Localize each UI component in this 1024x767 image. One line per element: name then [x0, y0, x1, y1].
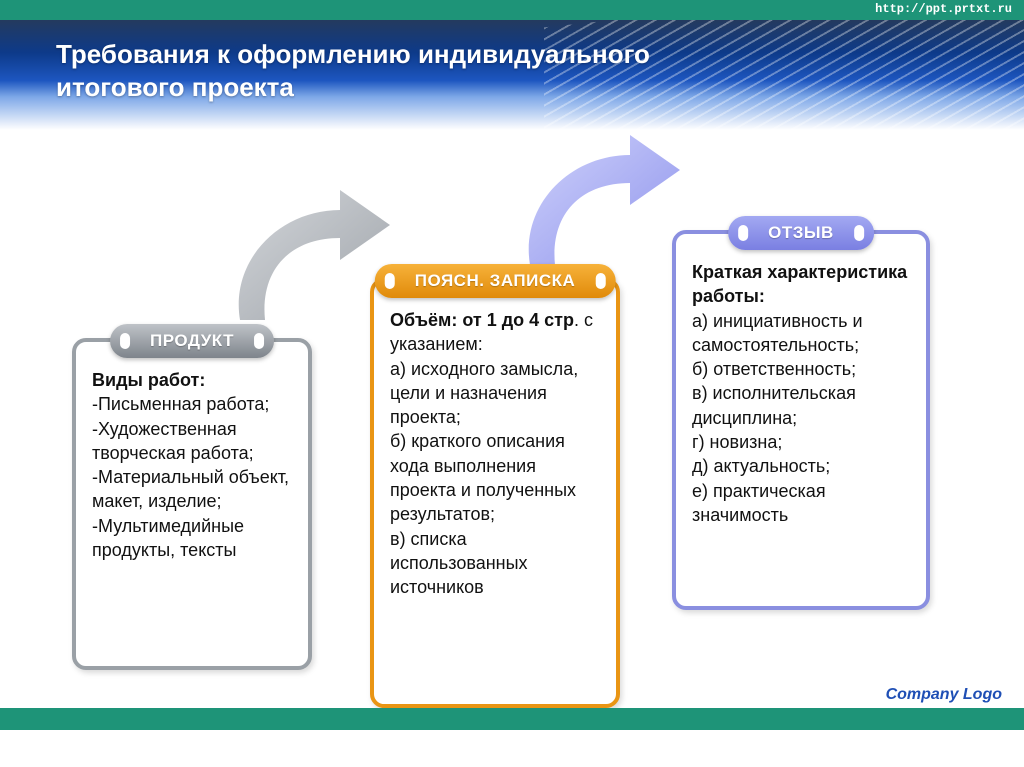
arrow-blue-icon	[510, 135, 690, 275]
pill-review-label: ОТЗЫВ	[768, 223, 834, 243]
card-product-heading: Виды работ:	[92, 370, 205, 390]
pill-note-label: ПОЯСН. ЗАПИСКА	[415, 271, 576, 291]
top-url: http://ppt.prtxt.ru	[875, 2, 1012, 16]
pill-product-label: ПРОДУКТ	[150, 331, 234, 351]
card-product-item: -Письменная работа;	[92, 394, 269, 414]
card-review-heading: Краткая характеристика работы:	[692, 262, 907, 306]
pill-note: ПОЯСН. ЗАПИСКА	[375, 264, 616, 298]
card-note-heading-bold: Объём: от 1 до 4 стр	[390, 310, 574, 330]
page-title: Требования к оформлению индивидуального …	[0, 20, 700, 103]
card-note: ПОЯСН. ЗАПИСКА Объём: от 1 до 4 стр. с у…	[370, 278, 620, 708]
card-product-item: -Художественная творческая работа;	[92, 419, 254, 463]
content-stage: ПРОДУКТ Виды работ: -Письменная работа; …	[0, 130, 1024, 730]
pill-product: ПРОДУКТ	[110, 324, 274, 358]
company-logo-text: Company Logo	[886, 686, 1002, 703]
card-note-item: б) краткого описания хода выполнения про…	[390, 431, 576, 524]
card-note-item: а) исходного замысла, цели и назначения …	[390, 359, 578, 428]
top-url-bar: http://ppt.prtxt.ru	[0, 0, 1024, 20]
card-review-item: г) новизна;	[692, 432, 782, 452]
card-review-item: в) исполнительская дисциплина;	[692, 383, 856, 427]
card-review-body: Краткая характеристика работы: а) инициа…	[692, 260, 910, 527]
card-product-body: Виды работ: -Письменная работа; -Художес…	[92, 368, 292, 562]
card-review-item: д) актуальность;	[692, 456, 830, 476]
card-product: ПРОДУКТ Виды работ: -Письменная работа; …	[72, 338, 312, 670]
title-banner: Требования к оформлению индивидуального …	[0, 20, 1024, 130]
card-review: ОТЗЫВ Краткая характеристика работы: а) …	[672, 230, 930, 610]
card-product-item: -Материальный объект, макет, изделие;	[92, 467, 289, 511]
card-note-body: Объём: от 1 до 4 стр. с указанием: а) ис…	[390, 308, 600, 600]
bottom-bar	[0, 708, 1024, 730]
card-product-item: -Мультимедийные продукты, тексты	[92, 516, 244, 560]
card-review-item: б) ответственность;	[692, 359, 856, 379]
card-review-item: е) практическая значимость	[692, 481, 826, 525]
card-review-item: а) инициативность и самостоятельность;	[692, 311, 863, 355]
company-logo: Company Logo	[886, 686, 1002, 704]
pill-review: ОТЗЫВ	[728, 216, 874, 250]
card-note-item: в) списка использованных источников	[390, 529, 528, 598]
